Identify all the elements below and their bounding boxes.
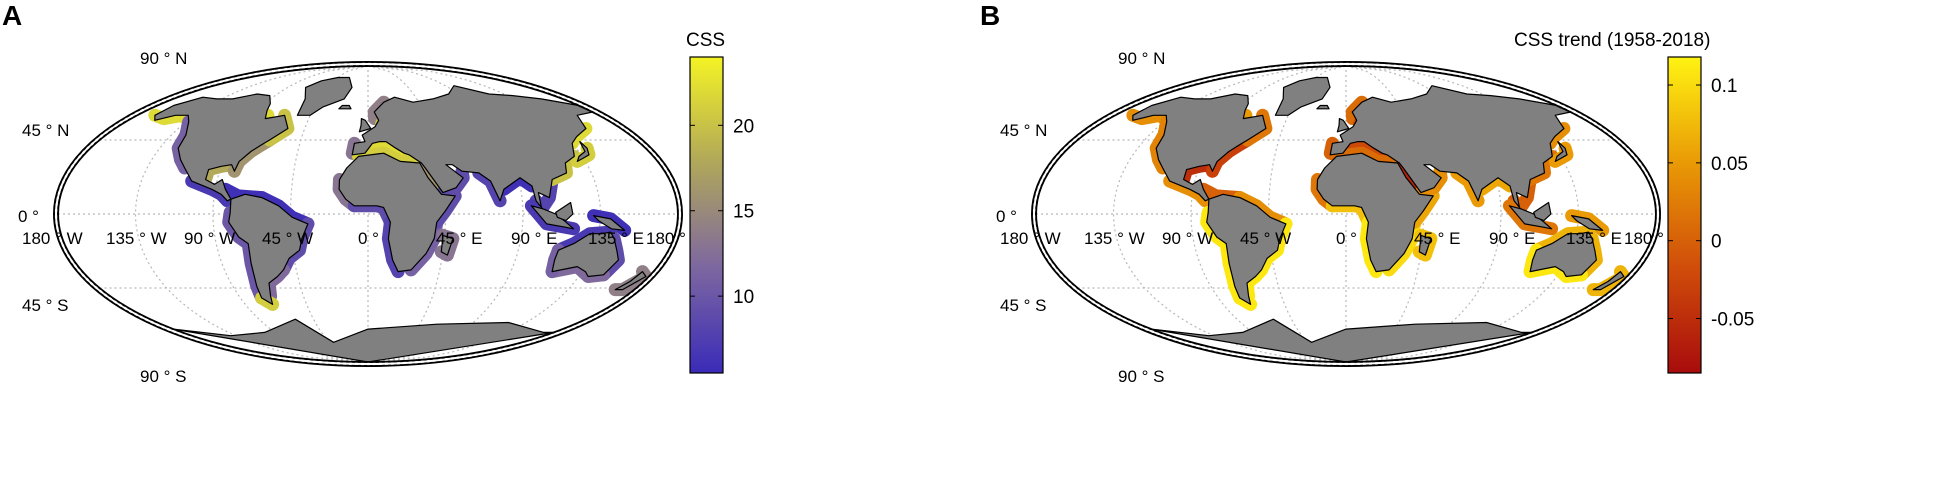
longitude-label: 45 ° E xyxy=(1414,229,1461,248)
africa-landmass xyxy=(338,152,456,273)
panel-letter: B xyxy=(980,0,1001,31)
borneo-landmass xyxy=(555,201,574,222)
antarctica-landmass xyxy=(172,318,555,362)
iceland-landmass xyxy=(338,104,352,110)
new-zealand-landmass xyxy=(614,271,647,291)
latitude-label: 90 ° N xyxy=(1118,49,1165,68)
longitude-label: 45 ° E xyxy=(436,229,483,248)
map-layer xyxy=(58,66,678,362)
australia-landmass xyxy=(1529,231,1597,278)
map-frame xyxy=(1035,65,1657,363)
colorbar-tick-label: 0 xyxy=(1711,232,1722,253)
latitude-label: 0 ° xyxy=(996,207,1017,226)
colorbar-tick-label: 10 xyxy=(733,287,754,308)
colorbar-tick-label: 0.05 xyxy=(1711,154,1748,175)
latitude-label: 90 ° S xyxy=(140,367,187,386)
map-frame-ticks xyxy=(54,62,682,366)
css-map-figure: 90 ° N 45 ° N 0 ° 45 ° S 90 ° S 180 ° W 135 °… xyxy=(18,30,754,386)
eurasia-landmass xyxy=(1329,85,1572,213)
map-layer xyxy=(1036,66,1656,362)
madagascar-landmass xyxy=(1418,234,1432,256)
colorbar-tick-label: 15 xyxy=(733,202,754,223)
greenland-landmass xyxy=(1274,76,1331,116)
map-frame-outer xyxy=(1031,61,1661,367)
longitude-label: 135 ° W xyxy=(1084,229,1145,248)
indonesia-landmass xyxy=(530,205,575,230)
map-frame-ticks xyxy=(1032,62,1660,366)
colorbar-title: CSS xyxy=(686,30,725,51)
latitude-label: 0 ° xyxy=(18,207,39,226)
longitude-label: 90 ° W xyxy=(1162,229,1213,248)
new-zealand-landmass xyxy=(1592,271,1625,291)
japan-landmass xyxy=(1554,141,1568,162)
colorbar xyxy=(689,56,724,374)
australia-landmass xyxy=(551,231,619,278)
latitude-label: 45 ° N xyxy=(22,121,69,140)
longitude-label: 135 ° E xyxy=(1566,229,1622,248)
longitude-label: 180 ° W xyxy=(22,229,83,248)
iceland-landmass xyxy=(1316,104,1330,110)
japan-landmass xyxy=(576,141,590,162)
uk-landmass xyxy=(1336,118,1350,133)
longitude-label: 135 ° W xyxy=(106,229,167,248)
longitude-label: 90 ° E xyxy=(1489,229,1536,248)
colorbar-title: CSS trend (1958-2018) xyxy=(1514,30,1710,51)
longitude-label: 45 ° W xyxy=(1240,229,1291,248)
longitude-label: 180 ° xyxy=(646,229,686,248)
south-america-landmass xyxy=(228,193,309,305)
north-america-landmass xyxy=(154,93,289,202)
longitude-label: 180 ° xyxy=(1624,229,1664,248)
latitude-label: 45 ° N xyxy=(1000,121,1047,140)
north-america-landmass xyxy=(1132,93,1267,202)
colorbar-tick-label: -0.05 xyxy=(1711,310,1754,331)
latitude-label: 45 ° S xyxy=(1000,296,1047,315)
longitude-label: 90 ° W xyxy=(184,229,235,248)
borneo-landmass xyxy=(1533,201,1552,222)
longitude-label: 0 ° xyxy=(1336,229,1357,248)
latitude-label: 90 ° S xyxy=(1118,367,1165,386)
madagascar-landmass xyxy=(440,234,454,256)
map-frame-outer xyxy=(53,61,683,367)
longitude-label: 45 ° W xyxy=(262,229,313,248)
latitude-label: 90 ° N xyxy=(140,49,187,68)
latitude-label: 45 ° S xyxy=(22,296,69,315)
panel-b: B 90 ° N 45 ° N 0 ° 45 ° S 90 ° S 180 ° W 135… xyxy=(978,0,1956,478)
antarctica-landmass xyxy=(1150,318,1533,362)
colorbar xyxy=(1667,56,1702,374)
panel-letter: A xyxy=(2,0,23,31)
colorbar-tick-label: 20 xyxy=(733,116,754,137)
uk-landmass xyxy=(358,118,372,133)
new-guinea-landmass xyxy=(593,215,626,231)
css-trend-map-figure: 90 ° N 45 ° N 0 ° 45 ° S 90 ° S 180 ° W 135 °… xyxy=(996,30,1754,386)
longitude-label: 135 ° E xyxy=(588,229,644,248)
eurasia-landmass xyxy=(351,85,594,213)
greenland-landmass xyxy=(296,76,353,116)
colorbar-tick-label: 0.1 xyxy=(1711,76,1737,97)
longitude-label: 180 ° W xyxy=(1000,229,1061,248)
panel-a: A 90 ° N 45 ° N 0 ° 45 ° S 90 ° S 180 ° W 135… xyxy=(0,0,978,478)
new-guinea-landmass xyxy=(1571,215,1604,231)
south-america-landmass xyxy=(1206,193,1287,305)
africa-landmass xyxy=(1316,152,1434,273)
longitude-label: 0 ° xyxy=(358,229,379,248)
longitude-label: 90 ° E xyxy=(511,229,558,248)
indonesia-landmass xyxy=(1508,205,1553,230)
map-frame xyxy=(57,65,679,363)
